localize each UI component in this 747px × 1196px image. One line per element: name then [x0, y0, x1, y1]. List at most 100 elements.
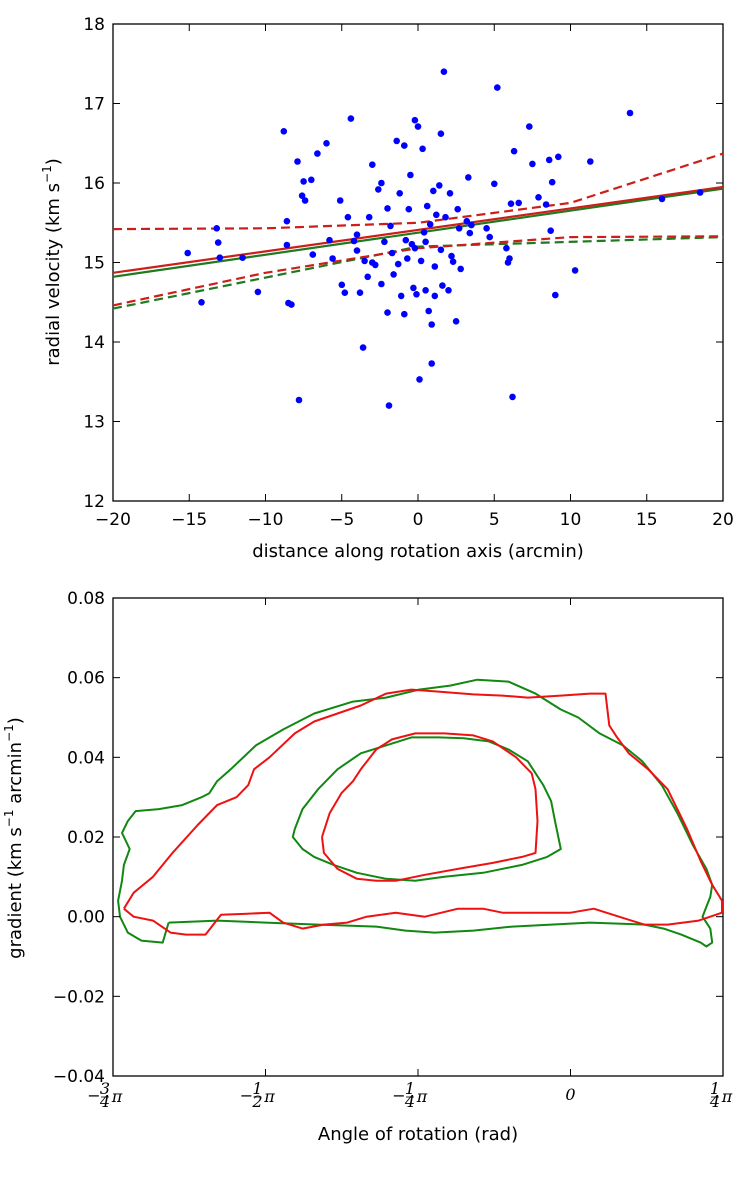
x-tick-label-sign: − [392, 1086, 405, 1105]
data-point [239, 254, 246, 261]
y-tick-label: −0.04 [53, 1067, 105, 1087]
data-point [440, 68, 448, 75]
x-tick-label-denominator: 4 [709, 1092, 720, 1111]
data-point [329, 255, 336, 262]
data-point [445, 287, 452, 294]
data-point [336, 197, 344, 204]
x-tick-label: −5 [329, 510, 354, 530]
data-point [442, 213, 449, 221]
x-tick-label: 15 [636, 510, 658, 530]
x-tick-label-pi: π [111, 1087, 123, 1106]
data-point [437, 246, 445, 254]
y-tick-label: 0.02 [67, 828, 105, 848]
data-point [535, 194, 542, 201]
data-point [401, 310, 408, 318]
x-tick-label: 5 [489, 510, 500, 530]
data-point [326, 236, 333, 244]
x-tick-label-pi: π [263, 1087, 275, 1106]
data-point [425, 307, 433, 315]
x-tick-label-pi: π [721, 1087, 733, 1106]
data-point [364, 273, 372, 281]
data-point [314, 150, 321, 157]
data-point [626, 109, 634, 117]
data-point [280, 128, 288, 135]
chart1-scatter-points [184, 68, 704, 409]
data-point [384, 309, 391, 316]
x-tick-label: −14 π [392, 1079, 427, 1111]
fit-line-1 [112, 185, 724, 274]
data-point [555, 153, 562, 161]
chart2-y-axis-label-sup2: −1 [2, 724, 16, 742]
data-point [466, 229, 474, 237]
data-point [385, 402, 393, 409]
data-point [361, 257, 368, 265]
data-point [283, 241, 291, 249]
y-tick-label: 0.00 [67, 908, 105, 928]
data-point [416, 376, 423, 383]
data-point [347, 115, 355, 122]
x-tick-label: 20 [712, 510, 734, 530]
data-point [378, 179, 385, 187]
chart2-y-ticks: −0.04 −0.02 0.00 0.02 0.04 0.06 0.08 [53, 589, 723, 1087]
data-point [431, 263, 439, 270]
data-point [375, 186, 382, 193]
chart2-x-axis-label: Angle of rotation (rad) [318, 1124, 518, 1145]
data-point [394, 260, 402, 268]
data-point [463, 217, 471, 225]
data-point [369, 161, 376, 168]
data-point [411, 244, 419, 252]
data-point [423, 202, 431, 210]
chart2-contours [117, 678, 723, 948]
data-point [308, 176, 315, 184]
data-point [411, 116, 419, 124]
data-point [529, 160, 536, 168]
data-point [436, 182, 443, 189]
data-point [449, 258, 457, 266]
y-tick-label: 17 [83, 95, 105, 115]
chart1-y-ticks: 12 13 14 15 16 17 18 [83, 15, 723, 512]
x-tick-label-denominator: 4 [404, 1092, 415, 1111]
data-point [298, 192, 306, 199]
x-tick-label-text: 0 [565, 1085, 575, 1104]
data-point [515, 199, 522, 207]
data-point [430, 187, 437, 195]
chart2-y-axis-label-mid: arcmin [5, 742, 26, 810]
data-point [465, 174, 472, 181]
y-tick-label: 0.06 [67, 669, 105, 689]
data-point [213, 225, 220, 232]
chart2-y-axis-label-close: ) [5, 717, 26, 724]
data-point [439, 282, 446, 289]
data-point [407, 171, 414, 179]
data-point [344, 213, 352, 221]
y-tick-label: −0.02 [53, 987, 105, 1007]
data-point [455, 225, 463, 232]
data-point [658, 195, 666, 203]
data-point [510, 147, 518, 155]
contour-inner-contour_green [291, 736, 562, 882]
data-point [216, 254, 224, 261]
data-point [365, 213, 373, 221]
data-point [295, 396, 303, 404]
data-point [428, 360, 436, 367]
y-tick-label: 14 [83, 333, 105, 353]
data-point [341, 289, 349, 297]
data-point [491, 180, 498, 188]
data-point [483, 225, 490, 232]
data-point [571, 267, 579, 274]
data-point [198, 299, 205, 306]
x-tick-label: 14 π [709, 1079, 733, 1111]
data-point [431, 292, 439, 300]
data-point [542, 201, 550, 208]
contour-outer-contour_green [117, 678, 714, 948]
data-point [419, 145, 426, 153]
data-point [547, 227, 554, 234]
data-point [390, 271, 397, 278]
data-point [428, 321, 436, 328]
data-point [294, 158, 301, 165]
data-point [381, 238, 388, 246]
data-point [301, 197, 309, 204]
chart2-x-ticks: −34 π −12 π −14 π 0 14 π [87, 598, 733, 1111]
chart1-y-axis-label: radial velocity (km s−1) [40, 158, 64, 366]
data-point [437, 130, 445, 137]
